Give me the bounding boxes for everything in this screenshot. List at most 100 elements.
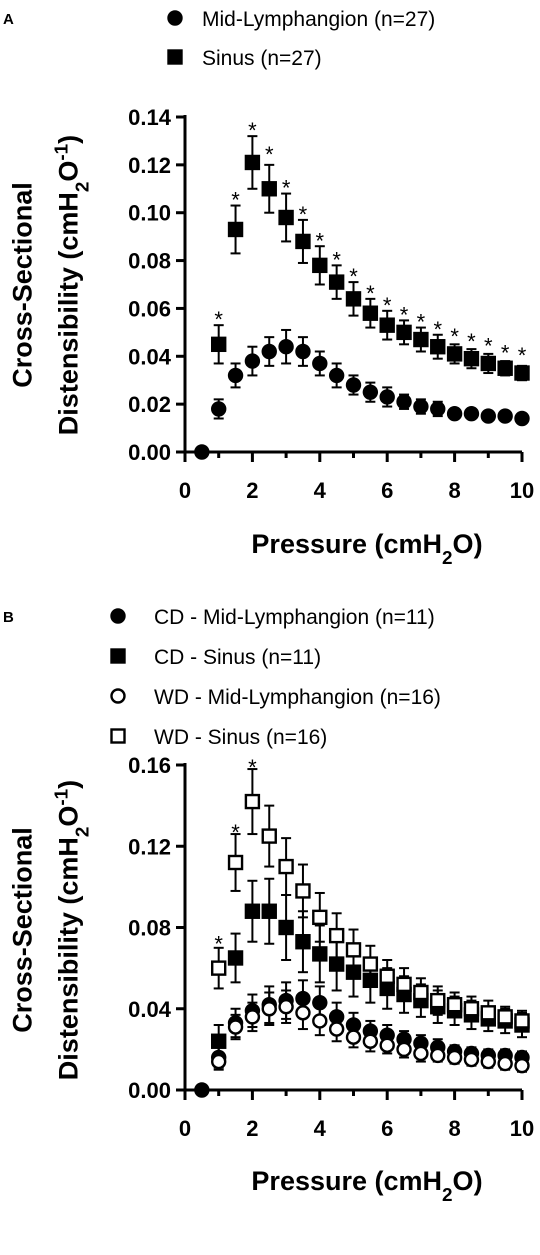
data-point bbox=[278, 999, 294, 1015]
data-point bbox=[261, 1001, 277, 1017]
significance-star: * bbox=[450, 324, 459, 349]
x-tick-label: 10 bbox=[510, 478, 534, 503]
x-tick-label: 0 bbox=[179, 478, 191, 503]
legend-entry: CD - Mid-Lymphangion (n=11) bbox=[154, 606, 435, 629]
data-point bbox=[379, 1037, 395, 1054]
data-point bbox=[261, 828, 277, 844]
data-point bbox=[463, 1051, 480, 1068]
data-point bbox=[514, 410, 530, 427]
y-tick-label: 0.08 bbox=[128, 916, 171, 941]
x-axis-label: Pressure (cmH2O) bbox=[251, 529, 482, 569]
data-point bbox=[210, 401, 227, 417]
data-point bbox=[480, 408, 496, 424]
data-point bbox=[261, 903, 277, 919]
legend-marker bbox=[110, 688, 126, 704]
significance-star: * bbox=[231, 820, 240, 845]
significance-star: * bbox=[265, 142, 274, 167]
data-point bbox=[379, 317, 395, 333]
data-point bbox=[396, 1041, 412, 1058]
y-axis-label-line2: Distensibility (cmH2O-1) bbox=[51, 780, 93, 1080]
data-point bbox=[295, 934, 311, 950]
significance-star: * bbox=[501, 341, 510, 366]
data-point bbox=[345, 942, 362, 958]
y-tick-label: 0.12 bbox=[128, 834, 171, 859]
data-point bbox=[278, 209, 294, 226]
y-axis-label-line1: Cross-Sectional bbox=[7, 827, 37, 1033]
panel-label: A bbox=[3, 11, 14, 28]
y-tick-label: 0.00 bbox=[128, 440, 171, 465]
data-point bbox=[295, 883, 311, 899]
data-point bbox=[463, 1001, 480, 1017]
data-point bbox=[194, 444, 210, 460]
data-point bbox=[244, 903, 261, 919]
y-tick-label: 0.06 bbox=[128, 296, 171, 321]
series bbox=[210, 989, 530, 1074]
data-point bbox=[480, 1005, 496, 1021]
legend-entry: Mid-Lymphangion (n=27) bbox=[202, 8, 435, 31]
data-point bbox=[261, 181, 277, 197]
data-point bbox=[413, 398, 429, 415]
data-point bbox=[497, 360, 513, 376]
data-point bbox=[227, 221, 244, 238]
data-point bbox=[328, 367, 345, 384]
significance-star: * bbox=[248, 118, 257, 143]
data-point bbox=[244, 353, 261, 369]
data-point bbox=[244, 1009, 261, 1025]
data-point bbox=[345, 377, 362, 393]
data-point bbox=[430, 401, 446, 417]
x-tick-label: 0 bbox=[179, 1116, 191, 1141]
data-point bbox=[497, 1009, 513, 1025]
series bbox=[194, 979, 530, 1098]
data-point bbox=[463, 406, 480, 422]
chart-panel-a: A Mid-Lymphangion (n=27) Sinus (n=27) 0.00 0… bbox=[3, 8, 534, 569]
chart-panel-b: B CD - Mid-Lymphangion (n=11) CD - Sinus (… bbox=[3, 606, 534, 1206]
data-point bbox=[210, 960, 227, 976]
data-point bbox=[295, 343, 311, 360]
data-point bbox=[261, 343, 277, 360]
data-point bbox=[210, 336, 227, 353]
data-point bbox=[514, 1013, 530, 1029]
data-point bbox=[413, 1045, 429, 1062]
data-point bbox=[227, 854, 244, 871]
significance-star: * bbox=[299, 202, 308, 227]
data-point bbox=[430, 992, 446, 1009]
x-tick-label: 10 bbox=[510, 1116, 534, 1141]
legend-entry: CD - Sinus (n=11) bbox=[154, 646, 321, 669]
data-point bbox=[345, 1029, 362, 1045]
data-point bbox=[244, 793, 261, 810]
data-point bbox=[446, 996, 463, 1013]
data-point bbox=[362, 305, 379, 321]
data-point bbox=[446, 346, 463, 362]
y-tick-label: 0.10 bbox=[128, 201, 171, 226]
y-tick-label: 0.04 bbox=[128, 344, 172, 369]
data-point bbox=[312, 1013, 328, 1029]
data-point bbox=[446, 406, 463, 422]
data-point bbox=[278, 919, 294, 936]
significance-star: * bbox=[366, 281, 375, 306]
data-point bbox=[430, 1047, 446, 1064]
y-tick-label: 0.16 bbox=[128, 753, 171, 778]
data-point bbox=[514, 365, 530, 381]
data-point bbox=[278, 339, 294, 355]
data-point bbox=[480, 1053, 496, 1070]
series bbox=[210, 768, 530, 1033]
x-tick-label: 8 bbox=[448, 1116, 460, 1141]
legend-marker bbox=[110, 608, 126, 624]
significance-star: * bbox=[282, 176, 291, 201]
x-tick-label: 6 bbox=[381, 478, 393, 503]
significance-star: * bbox=[383, 293, 392, 318]
data-point bbox=[227, 367, 244, 384]
data-point bbox=[396, 394, 412, 410]
data-point bbox=[328, 927, 345, 944]
data-point bbox=[413, 984, 429, 1001]
significance-star: * bbox=[349, 264, 358, 289]
data-point bbox=[379, 389, 395, 405]
data-point bbox=[396, 324, 412, 341]
series bbox=[194, 328, 530, 460]
x-tick-label: 2 bbox=[246, 478, 258, 503]
data-point bbox=[446, 1049, 463, 1066]
significance-star: * bbox=[467, 329, 476, 354]
y-tick-label: 0.12 bbox=[128, 153, 171, 178]
y-tick-label: 0.14 bbox=[128, 105, 172, 130]
